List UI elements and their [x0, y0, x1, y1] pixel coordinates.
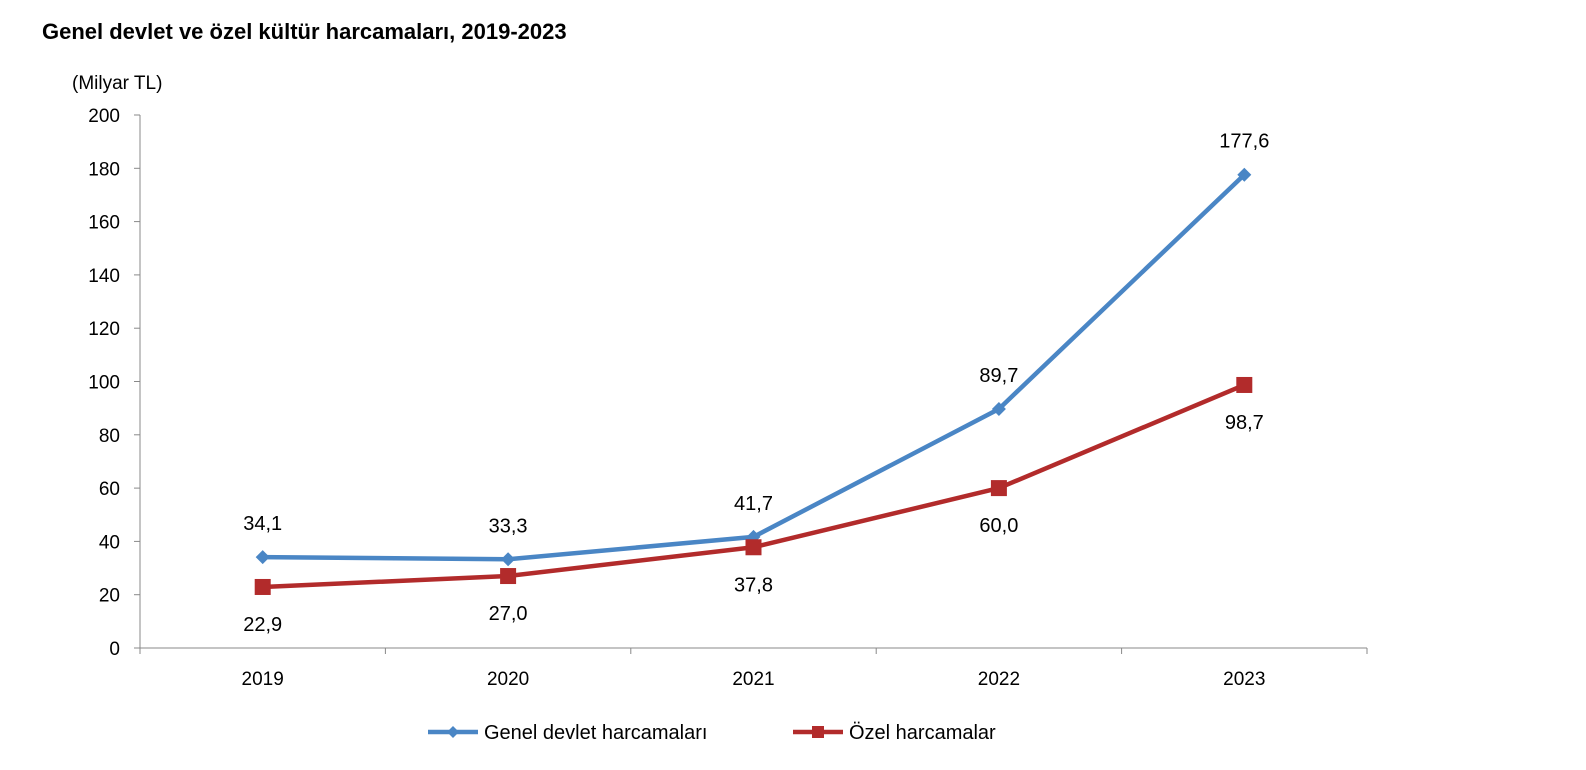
series-1-marker [255, 550, 270, 565]
legend-label-1: Genel devlet harcamaları [484, 722, 707, 744]
series-2-data-label: 22,9 [243, 614, 282, 636]
series-2-marker [745, 539, 762, 556]
series-1-data-label: 89,7 [979, 365, 1018, 387]
y-tick-label: 100 [88, 373, 120, 394]
series-2-data-label: 37,8 [734, 574, 773, 596]
x-tick-label: 2019 [242, 669, 284, 690]
legend: Genel devlet harcamaları Özel harcamalar [428, 722, 996, 744]
data-labels: 34,1 33,3 41,7 89,7 177,6 22,9 27,0 37,8 60,0 98,… [243, 131, 1269, 636]
y-tick-label: 20 [99, 586, 120, 607]
series-2-marker [500, 568, 517, 585]
x-tick-label: 2020 [487, 669, 529, 690]
legend-label-2: Özel harcamalar [849, 722, 996, 744]
series-lines [260, 172, 1247, 590]
series-2-marker [990, 480, 1007, 497]
y-unit-label: (Milyar TL) [72, 73, 162, 94]
series-1-data-label: 177,6 [1219, 131, 1269, 153]
series-2-data-label: 98,7 [1225, 412, 1264, 434]
y-tick-label: 40 [99, 532, 120, 553]
y-tick-label: 140 [88, 266, 120, 287]
y-tick-label: 60 [99, 479, 120, 500]
y-tick-label: 200 [88, 106, 120, 127]
series-2-marker [254, 578, 271, 595]
y-tick-labels: 0 20 40 60 80 100 120 140 160 180 200 [88, 106, 120, 660]
y-tick-label: 120 [88, 319, 120, 340]
y-tick-label: 160 [88, 213, 120, 234]
y-tick-label: 0 [109, 639, 120, 660]
series-2-data-label: 60,0 [979, 515, 1018, 537]
x-tick-labels: 2019 2020 2021 2022 2023 [242, 669, 1266, 690]
series-markers [254, 167, 1253, 595]
axes [134, 114, 1368, 654]
series-2-marker [1236, 376, 1253, 393]
legend-marker-2 [812, 726, 824, 738]
series-1-marker [1237, 167, 1252, 182]
series-1-data-label: 33,3 [489, 515, 528, 537]
chart-title: Genel devlet ve özel kültür harcamaları,… [42, 19, 567, 44]
y-tick-label: 80 [99, 426, 120, 447]
series-1-data-label: 41,7 [734, 493, 773, 515]
x-tick-label: 2023 [1223, 669, 1265, 690]
series-1-marker [991, 401, 1006, 416]
x-tick-label: 2022 [978, 669, 1020, 690]
x-tick-label: 2021 [732, 669, 774, 690]
series-2-data-label: 27,0 [489, 603, 528, 625]
y-tick-label: 180 [88, 159, 120, 180]
series-1-marker [501, 552, 516, 567]
series-1-data-label: 34,1 [243, 513, 282, 535]
legend-marker-1 [447, 726, 459, 738]
